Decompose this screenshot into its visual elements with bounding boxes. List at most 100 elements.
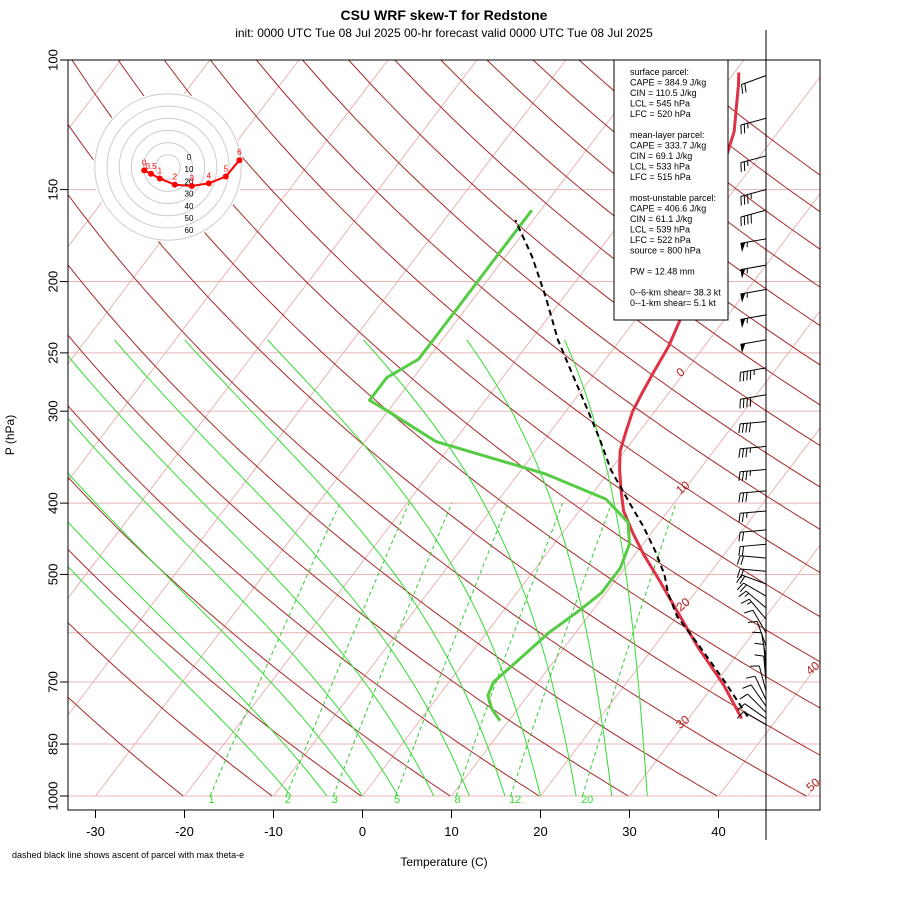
isotherm-line bbox=[68, 60, 478, 599]
barb-full bbox=[745, 448, 748, 458]
info-line: LCL = 539 hPa bbox=[630, 225, 690, 235]
mixing-ratio-label: 2 bbox=[285, 794, 291, 806]
mixing-ratio-line bbox=[395, 502, 509, 797]
wind-barb bbox=[738, 590, 767, 609]
barb-full bbox=[736, 568, 741, 578]
x-tick-label: -30 bbox=[86, 824, 105, 839]
hodograph-bg bbox=[93, 92, 243, 242]
isotherm-line bbox=[451, 310, 820, 797]
barb-flag bbox=[740, 242, 746, 253]
mixing-ratio-label: 8 bbox=[454, 794, 460, 806]
wind-barb bbox=[738, 490, 767, 503]
barb-half bbox=[744, 592, 750, 597]
isotherm-line bbox=[629, 544, 820, 797]
wind-barb bbox=[740, 155, 767, 172]
barb-staff bbox=[743, 582, 767, 597]
y-tick-label: 250 bbox=[45, 342, 60, 364]
info-line: surface parcel: bbox=[630, 67, 689, 77]
barb-full bbox=[739, 693, 748, 700]
barb-staff bbox=[740, 555, 767, 559]
info-line: CIN = 69.1 J/kg bbox=[630, 151, 692, 161]
chart-subtitle: init: 0000 UTC Tue 08 Jul 2025 00-hr for… bbox=[235, 26, 653, 40]
barb-staff bbox=[740, 155, 767, 164]
hodograph-point bbox=[148, 170, 154, 177]
barb-staff bbox=[740, 568, 767, 572]
moist-adiabat bbox=[466, 339, 613, 797]
barb-half bbox=[746, 512, 748, 518]
barb-staff bbox=[754, 675, 767, 700]
x-tick-label: 30 bbox=[622, 824, 636, 839]
mixing-ratio-label: 5 bbox=[394, 794, 400, 806]
barb-full bbox=[748, 422, 752, 433]
info-line: CAPE = 384.9 J/kg bbox=[630, 78, 706, 88]
hodograph-ring-label: 60 bbox=[185, 226, 194, 235]
barb-full bbox=[738, 448, 741, 458]
dry-adiabat bbox=[348, 60, 820, 447]
dry-adiabat bbox=[209, 60, 820, 574]
moist-adiabat bbox=[68, 565, 292, 797]
info-line: CIN = 61.1 J/kg bbox=[630, 214, 692, 224]
dry-adiabat bbox=[68, 334, 629, 797]
hodograph-point-label: 0 bbox=[142, 158, 147, 167]
x-tick-label: 0 bbox=[359, 824, 366, 839]
hodograph-point bbox=[188, 183, 195, 190]
moist-adiabat bbox=[267, 339, 541, 797]
barb-full bbox=[738, 590, 747, 598]
barb-staff bbox=[740, 367, 767, 373]
dry-adiabat bbox=[68, 193, 807, 797]
barb-staff bbox=[758, 665, 767, 692]
wind-barb bbox=[738, 445, 767, 458]
plot-frame bbox=[67, 59, 821, 811]
wind-barb bbox=[739, 394, 767, 409]
info-line: LFC = 520 hPa bbox=[630, 109, 691, 119]
hodograph-ring bbox=[106, 105, 230, 229]
hodograph-ring-label: 40 bbox=[185, 202, 194, 211]
barb-staff bbox=[740, 209, 767, 218]
moist-adiabat bbox=[68, 355, 435, 797]
barb-full bbox=[745, 423, 748, 433]
y-tick-label: 700 bbox=[45, 671, 60, 693]
moist-adiabat bbox=[363, 339, 577, 797]
dry-adiabat bbox=[68, 696, 184, 797]
x-tick-label: 10 bbox=[444, 824, 458, 839]
y-tick-label: 400 bbox=[45, 492, 60, 514]
y-tick-label: 300 bbox=[45, 400, 60, 422]
barb-full bbox=[742, 684, 752, 689]
barb-staff bbox=[743, 711, 767, 726]
hodograph-point bbox=[171, 181, 178, 188]
barb-staff bbox=[740, 510, 767, 514]
barb-staff bbox=[740, 189, 767, 197]
hodograph-ring-label: 0 bbox=[187, 153, 192, 162]
wind-barb bbox=[745, 675, 767, 700]
info-line: LFC = 522 hPa bbox=[630, 235, 691, 245]
wind-barb bbox=[739, 367, 767, 382]
moist-adiabat bbox=[184, 339, 506, 797]
isotherm-line bbox=[273, 76, 820, 797]
y-tick-label: 500 bbox=[45, 564, 60, 586]
info-line: LFC = 515 hPa bbox=[630, 172, 691, 182]
wind-barb bbox=[736, 568, 767, 579]
moist-adiabat bbox=[68, 417, 399, 797]
x-tick-label: 20 bbox=[533, 824, 547, 839]
barb-full bbox=[738, 423, 741, 434]
chart-title: CSU WRF skew-T for Redstone bbox=[341, 7, 548, 23]
barb-staff bbox=[740, 468, 767, 473]
barb-full bbox=[744, 609, 754, 614]
isotherm-line bbox=[540, 427, 820, 797]
info-box-frame bbox=[613, 59, 729, 321]
dry-adiabat bbox=[440, 60, 820, 366]
y-axis-label: P (hPa) bbox=[3, 415, 17, 455]
y-tick-label: 200 bbox=[45, 271, 60, 293]
barb-full bbox=[737, 703, 746, 711]
wind-barbs bbox=[736, 30, 767, 840]
info-line: 0--6-km shear= 38.3 kt bbox=[630, 288, 721, 298]
barb-staff bbox=[763, 644, 767, 671]
isotherm-line bbox=[807, 778, 820, 797]
barb-staff bbox=[745, 590, 767, 609]
hodograph-ring bbox=[94, 93, 242, 241]
barb-full bbox=[754, 654, 764, 657]
info-line: 0--1-km shear= 5.1 kt bbox=[630, 298, 716, 308]
barb-staff bbox=[740, 490, 767, 494]
hodograph-ring bbox=[130, 129, 206, 205]
hodograph-point-label: 0.5 bbox=[145, 162, 157, 171]
